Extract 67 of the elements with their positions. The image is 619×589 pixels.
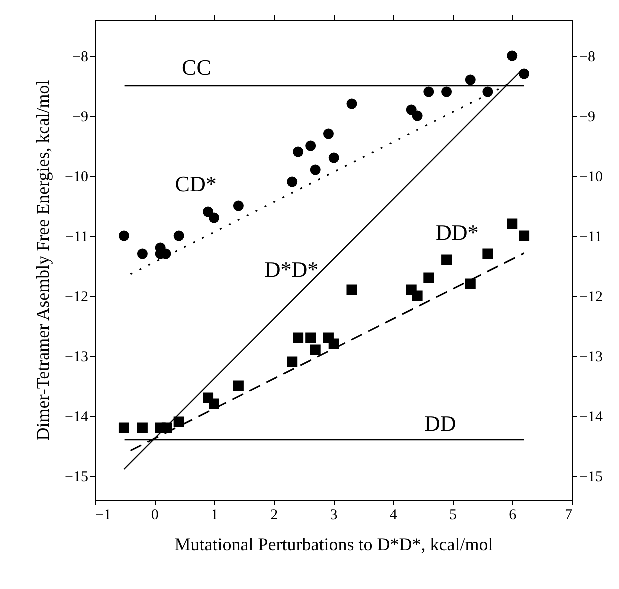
point (209, 212, 220, 224)
series-label: D*D* (264, 257, 319, 282)
point (424, 272, 434, 284)
y2-tick-label: −11 (580, 230, 602, 246)
x-tick-label: 2 (270, 508, 278, 524)
point (306, 332, 316, 344)
point (482, 86, 494, 98)
y-tick-label: −8 (72, 50, 88, 66)
point (287, 356, 298, 368)
point (442, 254, 452, 266)
point (310, 344, 321, 356)
y2-tick-label: −9 (580, 110, 596, 126)
point (465, 278, 476, 290)
point (118, 422, 130, 434)
point (507, 50, 518, 62)
x-tick-label: 0 (151, 508, 159, 524)
y2-tick-label: −14 (580, 410, 604, 426)
point (306, 140, 316, 152)
series-label: CD* (175, 172, 217, 197)
y2-tick-label: −13 (580, 350, 603, 366)
point (118, 230, 130, 242)
point (137, 422, 148, 434)
point (174, 230, 184, 242)
point (346, 284, 358, 296)
point (482, 248, 494, 260)
series-label: DD* (436, 220, 479, 245)
series-label: CC (182, 55, 212, 80)
point (287, 176, 298, 188)
point (137, 248, 148, 260)
y2-tick-label: −15 (580, 470, 603, 486)
y-tick-label: −15 (65, 470, 88, 486)
y2-tick-label: −12 (580, 290, 603, 306)
y-tick-label: −11 (66, 230, 88, 246)
point (412, 110, 423, 122)
x-tick-label: 4 (390, 508, 398, 524)
y-tick-label: −10 (65, 170, 88, 186)
point (346, 98, 358, 110)
point (442, 86, 452, 98)
y-tick-label: −9 (72, 110, 88, 126)
x-tick-label: 3 (330, 508, 338, 524)
point (310, 164, 321, 176)
x-tick-label: 7 (565, 508, 573, 524)
x-axis-title: Mutational Perturbations to D*D*, kcal/mol (174, 534, 494, 554)
point (424, 86, 434, 98)
point (328, 152, 340, 164)
point (323, 128, 334, 140)
point (412, 290, 423, 302)
series-label: DD (424, 411, 456, 436)
y-axis-title: Dimer-Tetramer Asembly Free Energies, kcal/mol (33, 80, 54, 441)
point (519, 68, 530, 80)
y2-tick-label: −10 (580, 170, 603, 186)
y-tick-label: −13 (65, 350, 88, 366)
y-tick-label: −14 (65, 410, 89, 426)
x-tick-label: 6 (509, 508, 518, 524)
point (519, 230, 530, 242)
y-tick-label: −12 (65, 290, 88, 306)
point (507, 218, 518, 230)
x-tick-label: 1 (211, 508, 218, 524)
x-tick-label: 5 (450, 508, 457, 524)
point (233, 200, 244, 212)
point (293, 332, 304, 344)
y2-tick-label: −8 (580, 50, 596, 66)
point (233, 380, 244, 392)
point (293, 146, 304, 158)
x-tick-label: −1 (96, 508, 112, 524)
point (203, 206, 214, 218)
point (465, 74, 476, 86)
